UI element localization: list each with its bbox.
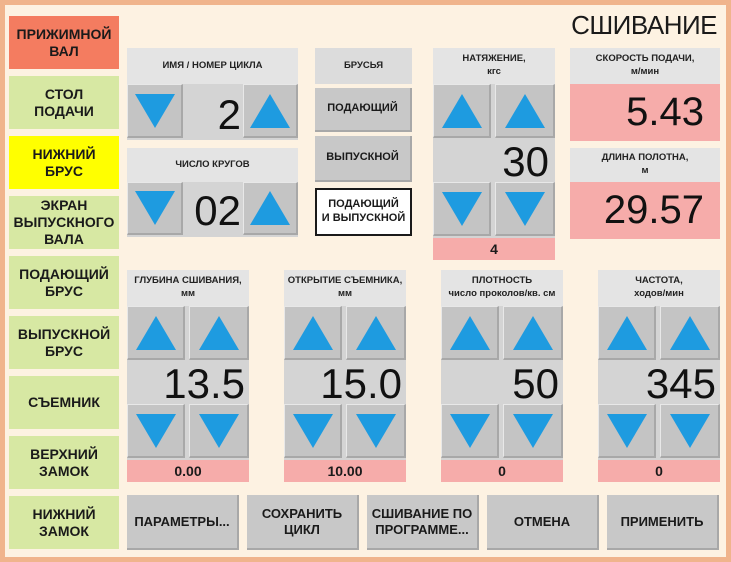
density-label: ПЛОТНОСТЬ число проколов/кв. см bbox=[441, 270, 563, 306]
arrow-up-icon bbox=[606, 315, 647, 350]
rounds-down-button[interactable] bbox=[127, 182, 183, 235]
frequency-up-left-button[interactable] bbox=[598, 306, 656, 360]
rounds-panel: ЧИСЛО КРУГОВ 02 bbox=[127, 148, 298, 237]
frequency-actual-readout: 0 bbox=[598, 460, 720, 482]
stripper-open-label: ОТКРЫТИЕ СЪЕМНИКА, мм bbox=[284, 270, 406, 306]
stripper-open-down-left-button[interactable] bbox=[284, 404, 342, 458]
program-sewing-button[interactable]: СШИВАНИЕ ПО ПРОГРАММЕ... bbox=[367, 495, 479, 550]
frequency-up-right-button[interactable] bbox=[660, 306, 720, 360]
cycle-panel: ИМЯ / НОМЕР ЦИКЛА 2 bbox=[127, 48, 298, 140]
sidebar-item-3[interactable]: НИЖНИЙ БРУС bbox=[9, 136, 119, 189]
arrow-up-icon bbox=[449, 315, 490, 350]
bars-option-1-button[interactable]: ПОДАЮЩИЙ bbox=[315, 88, 412, 132]
arrow-up-icon bbox=[250, 93, 290, 128]
arrow-up-icon bbox=[512, 315, 553, 350]
tension-label: НАТЯЖЕНИЕ, кгс bbox=[433, 48, 555, 84]
sidebar-item-6[interactable]: ВЫПУСКНОЙ БРУС bbox=[9, 316, 119, 369]
tension-down-right-button[interactable] bbox=[495, 182, 555, 236]
sidebar-item-7[interactable]: СЪЕМНИК bbox=[9, 376, 119, 429]
stripper-open-down-right-button[interactable] bbox=[346, 404, 406, 458]
stripper-open-panel: ОТКРЫТИЕ СЪЕМНИКА, мм 15.0 bbox=[284, 270, 406, 460]
arrow-up-icon bbox=[669, 315, 710, 350]
cycle-up-button[interactable] bbox=[243, 84, 298, 138]
density-panel: ПЛОТНОСТЬ число проколов/кв. см 50 bbox=[441, 270, 563, 460]
sew-depth-value: 13.5 bbox=[163, 360, 245, 407]
tension-up-left-button[interactable] bbox=[433, 84, 491, 138]
frequency-down-left-button[interactable] bbox=[598, 404, 656, 458]
sew-depth-panel: ГЛУБИНА СШИВАНИЯ, мм 13.5 bbox=[127, 270, 249, 460]
density-down-left-button[interactable] bbox=[441, 404, 499, 458]
density-actual-readout: 0 bbox=[441, 460, 563, 482]
apply-button[interactable]: ПРИМЕНИТЬ bbox=[607, 495, 719, 550]
arrow-down-icon bbox=[134, 93, 175, 128]
stripper-open-up-right-button[interactable] bbox=[346, 306, 406, 360]
sew-depth-actual-readout: 0.00 bbox=[127, 460, 249, 482]
parameters-button[interactable]: ПАРАМЕТРЫ... bbox=[127, 495, 239, 550]
arrow-down-icon bbox=[449, 413, 490, 448]
save-cycle-button[interactable]: СОХРАНИТЬ ЦИКЛ bbox=[247, 495, 359, 550]
sidebar-item-4[interactable]: ЭКРАН ВЫПУСКНОГО ВАЛА bbox=[9, 196, 119, 249]
page-title: СШИВАНИЕ bbox=[571, 10, 717, 40]
arrow-up-icon bbox=[441, 93, 482, 128]
sew-depth-label: ГЛУБИНА СШИВАНИЯ, мм bbox=[127, 270, 249, 306]
sidebar-item-8[interactable]: ВЕРХНИЙ ЗАМОК bbox=[9, 436, 119, 489]
cycle-down-button[interactable] bbox=[127, 84, 183, 138]
rounds-up-button[interactable] bbox=[243, 182, 298, 235]
cycle-value: 2 bbox=[217, 91, 241, 138]
density-up-right-button[interactable] bbox=[503, 306, 563, 360]
tension-actual-readout: 4 bbox=[433, 238, 555, 260]
cancel-button[interactable]: ОТМЕНА bbox=[487, 495, 599, 550]
bars-panel: БРУСЬЯ ПОДАЮЩИЙ ВЫПУСКНОЙ ПОДАЮЩИЙ И ВЫПУС… bbox=[315, 48, 412, 238]
frequency-panel: ЧАСТОТА, ходов/мин 345 bbox=[598, 270, 720, 460]
sew-depth-down-right-button[interactable] bbox=[189, 404, 249, 458]
sidebar-item-9[interactable]: НИЖНИЙ ЗАМОК bbox=[9, 496, 119, 549]
tension-up-right-button[interactable] bbox=[495, 84, 555, 138]
stripper-open-value: 15.0 bbox=[320, 360, 402, 407]
web-length-display: 29.57 bbox=[570, 182, 720, 239]
arrow-down-icon bbox=[134, 191, 175, 225]
tension-panel: НАТЯЖЕНИЕ, кгс 30 bbox=[433, 48, 555, 238]
arrow-down-icon bbox=[669, 413, 710, 448]
frequency-label: ЧАСТОТА, ходов/мин bbox=[598, 270, 720, 306]
arrow-down-icon bbox=[135, 413, 176, 448]
arrow-down-icon bbox=[292, 413, 333, 448]
arrow-up-icon bbox=[355, 315, 396, 350]
feed-speed-label: СКОРОСТЬ ПОДАЧИ, м/мин bbox=[570, 48, 720, 84]
bars-option-3-button[interactable]: ПОДАЮЩИЙ И ВЫПУСКНОЙ bbox=[315, 188, 412, 236]
tension-value: 30 bbox=[502, 138, 549, 185]
bars-label: БРУСЬЯ bbox=[315, 48, 412, 84]
arrow-up-icon bbox=[250, 191, 290, 225]
arrow-up-icon bbox=[292, 315, 333, 350]
arrow-down-icon bbox=[198, 413, 239, 448]
frequency-value: 345 bbox=[645, 360, 716, 407]
arrow-up-icon bbox=[198, 315, 239, 350]
stripper-open-up-left-button[interactable] bbox=[284, 306, 342, 360]
stripper-open-actual-readout: 10.00 bbox=[284, 460, 406, 482]
sew-depth-up-right-button[interactable] bbox=[189, 306, 249, 360]
sew-depth-up-left-button[interactable] bbox=[127, 306, 185, 360]
arrow-down-icon bbox=[512, 413, 553, 448]
frequency-down-right-button[interactable] bbox=[660, 404, 720, 458]
arrow-down-icon bbox=[441, 191, 482, 226]
density-value: 50 bbox=[512, 360, 559, 407]
sidebar-item-1[interactable]: ПРИЖИМНОЙ ВАЛ bbox=[9, 16, 119, 69]
density-down-right-button[interactable] bbox=[503, 404, 563, 458]
arrow-down-icon bbox=[355, 413, 396, 448]
rounds-label: ЧИСЛО КРУГОВ bbox=[127, 148, 298, 182]
arrow-down-icon bbox=[606, 413, 647, 448]
tension-down-left-button[interactable] bbox=[433, 182, 491, 236]
web-length-label: ДЛИНА ПОЛОТНА, м bbox=[570, 148, 720, 182]
rounds-value: 02 bbox=[194, 187, 241, 234]
arrow-down-icon bbox=[504, 191, 545, 226]
density-up-left-button[interactable] bbox=[441, 306, 499, 360]
bars-option-2-button[interactable]: ВЫПУСКНОЙ bbox=[315, 136, 412, 182]
sidebar-item-2[interactable]: СТОЛ ПОДАЧИ bbox=[9, 76, 119, 129]
sidebar-item-5[interactable]: ПОДАЮЩИЙ БРУС bbox=[9, 256, 119, 309]
arrow-up-icon bbox=[135, 315, 176, 350]
cycle-label: ИМЯ / НОМЕР ЦИКЛА bbox=[127, 48, 298, 84]
arrow-up-icon bbox=[504, 93, 545, 128]
feed-speed-display: 5.43 bbox=[570, 84, 720, 141]
sew-depth-down-left-button[interactable] bbox=[127, 404, 185, 458]
